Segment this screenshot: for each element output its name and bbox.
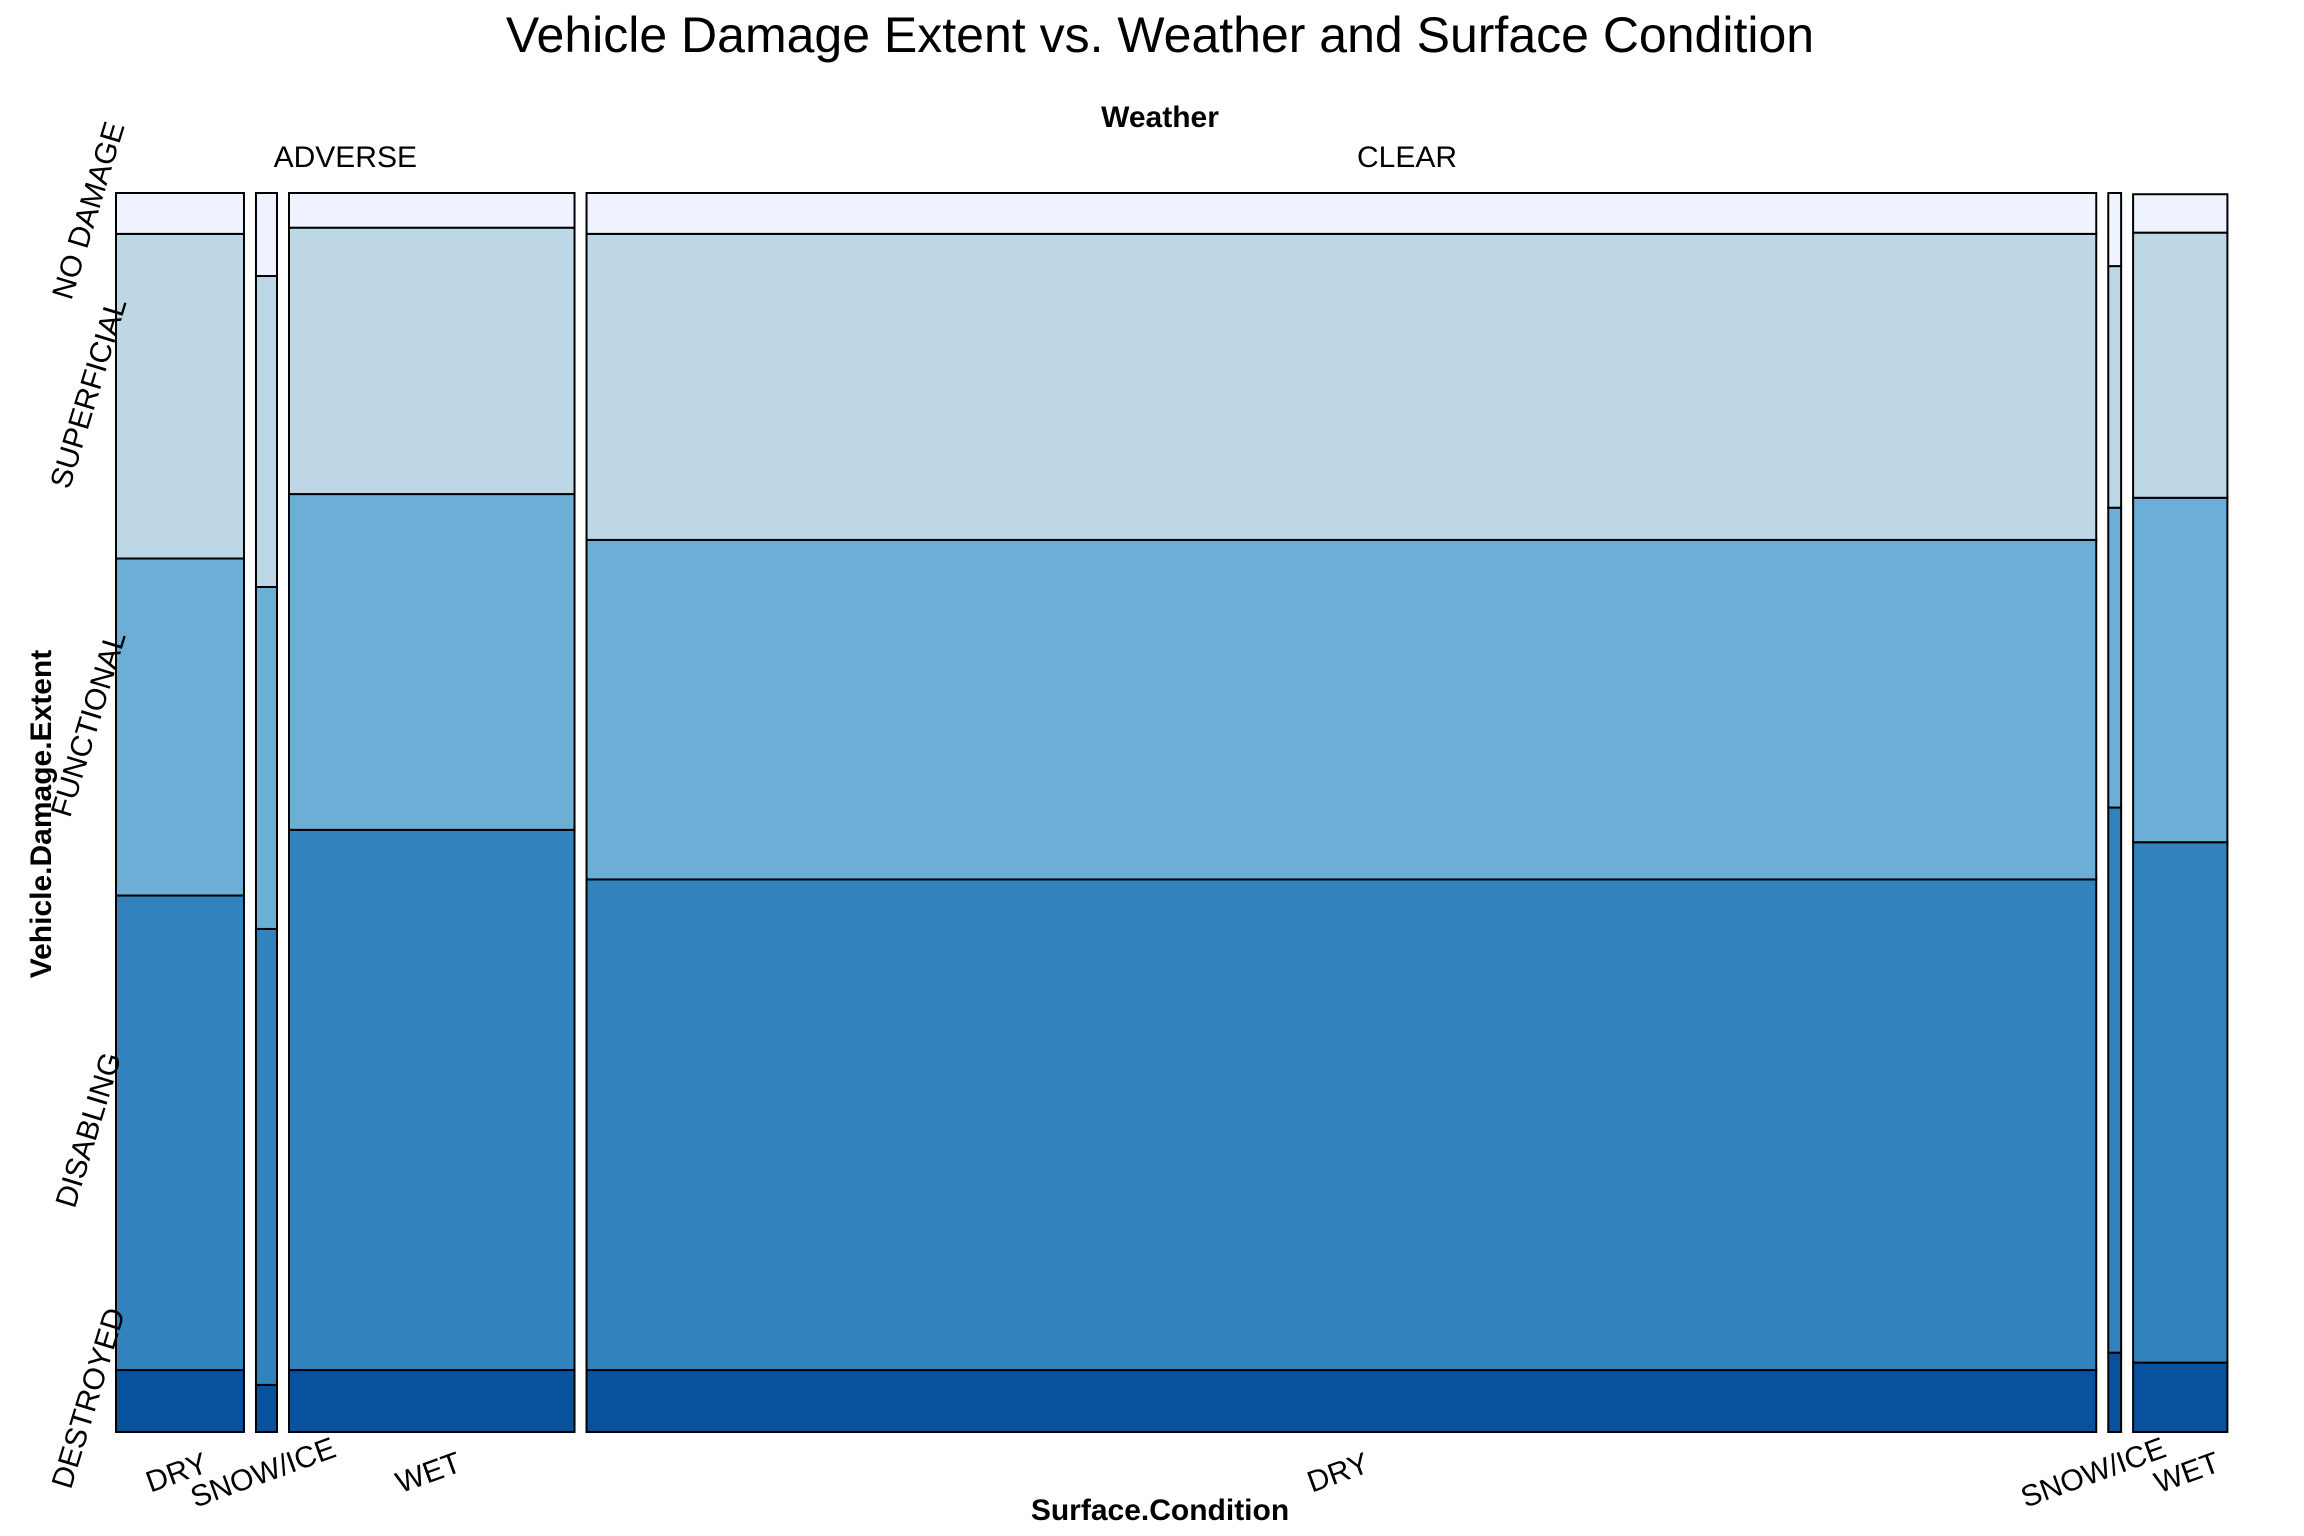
tile-adverse-snow-ice-functional — [254, 586, 278, 930]
tile-clear-dry-destroyed — [585, 1369, 2098, 1434]
weather-strip-labels: ADVERSE CLEAR — [274, 141, 1457, 174]
tile-clear-snow-ice-destroyed — [2107, 1351, 2123, 1433]
tile-adverse-snow-ice-no-damage — [254, 192, 278, 278]
tile-adverse-wet-disabling — [287, 828, 576, 1372]
tile-adverse-wet-functional — [287, 493, 576, 831]
tile-clear-wet-superficial — [2132, 231, 2229, 499]
tile-clear-dry-disabling — [585, 878, 2098, 1372]
tile-adverse-dry-disabling — [115, 894, 245, 1372]
tile-clear-wet-no-damage — [2132, 193, 2229, 234]
tile-clear-wet-destroyed — [2132, 1361, 2229, 1433]
tile-adverse-wet-destroyed — [287, 1369, 576, 1434]
tile-adverse-dry-destroyed — [115, 1369, 245, 1434]
tile-clear-wet-functional — [2132, 496, 2229, 844]
x-tick-clear-snow-ice: SNOW/ICE — [2017, 1432, 2171, 1515]
tile-clear-snow-ice-disabling — [2107, 806, 2123, 1354]
weather-axis-title: Weather — [1101, 101, 1219, 134]
tile-clear-snow-ice-functional — [2107, 506, 2123, 809]
tile-adverse-snow-ice-disabling — [254, 927, 278, 1386]
y-axis-title: Vehicle.Damage.Extent — [25, 650, 58, 978]
tile-clear-dry-functional — [585, 538, 2098, 881]
tile-adverse-snow-ice-destroyed — [254, 1383, 278, 1434]
tile-clear-dry-superficial — [585, 232, 2098, 541]
tile-clear-snow-ice-superficial — [2107, 265, 2123, 509]
tile-adverse-dry-no-damage — [115, 192, 245, 235]
strip-adverse: ADVERSE — [274, 141, 417, 174]
tile-clear-wet-disabling — [2132, 841, 2229, 1364]
x-axis-title: Surface.Condition — [1031, 1494, 1289, 1527]
mosaic-cells — [115, 192, 2229, 1434]
x-tick-clear-dry: DRY — [1303, 1447, 1373, 1499]
chart-title: Vehicle Damage Extent vs. Weather and Su… — [506, 7, 1814, 63]
strip-clear: CLEAR — [1357, 141, 1457, 174]
tile-adverse-dry-functional — [115, 557, 245, 897]
tile-adverse-dry-superficial — [115, 232, 245, 560]
x-tick-adverse-wet: WET — [392, 1446, 466, 1500]
tile-clear-snow-ice-no-damage — [2107, 192, 2123, 268]
tile-adverse-wet-no-damage — [287, 192, 576, 229]
tile-adverse-wet-superficial — [287, 226, 576, 496]
tile-clear-dry-no-damage — [585, 192, 2098, 235]
tile-adverse-snow-ice-superficial — [254, 275, 278, 588]
